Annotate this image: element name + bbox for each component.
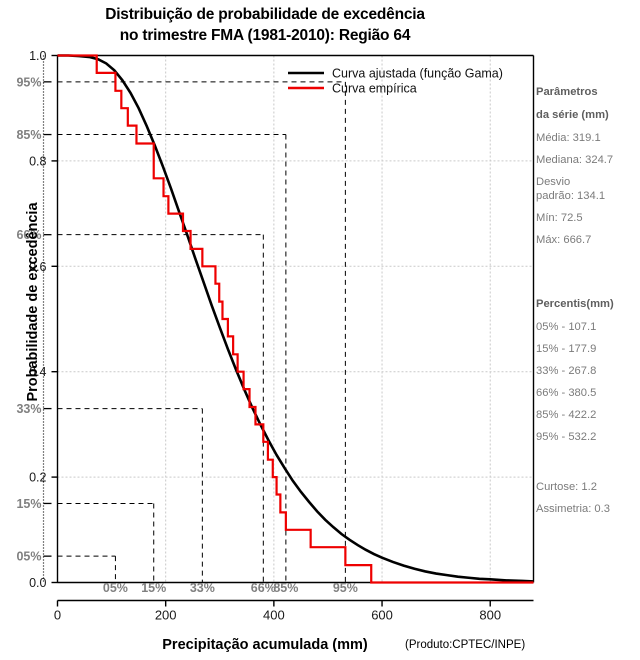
percentile-33: 33% - 267.8	[536, 365, 597, 377]
x-axis-title: Precipitação acumulada (mm)	[162, 637, 368, 653]
stat-assimetria: Assimetria: 0.3	[536, 503, 610, 515]
percentile-85: 85% - 422.2	[536, 409, 597, 421]
y-tick-label: 1.0	[29, 49, 46, 63]
y-tick-label: 0.6	[29, 260, 46, 274]
fitted-gamma-curve	[57, 54, 534, 583]
x-tick-label: 800	[479, 608, 501, 623]
y-percentile-label-66: 66%	[16, 228, 41, 242]
x-tick-label: 0	[54, 608, 61, 623]
side-panel: Parâmetros da série (mm) Média: 319.1 Me…	[536, 86, 640, 525]
x-percentile-label-33: 33%	[190, 581, 215, 595]
params-heading-line2: da série (mm)	[536, 109, 609, 121]
stat-media: Média: 319.1	[536, 132, 601, 144]
panel-spacer	[536, 256, 640, 298]
params-heading-line1: Parâmetros	[536, 86, 598, 98]
stat-desvio-line1: Desvio	[536, 176, 571, 188]
x-percentile-label-95: 95%	[333, 581, 358, 595]
percentile-66: 66% - 380.5	[536, 387, 597, 399]
x-tick-label: 200	[155, 608, 177, 623]
x-percentile-label-66: 66%	[251, 581, 276, 595]
y-tick-label: 0.8	[29, 154, 46, 168]
title-line-2: no trimestre FMA (1981-2010): Região 64	[119, 27, 411, 44]
percentile-95: 95% - 532.2	[536, 431, 597, 443]
credit-label: (Produto:CPTEC/INPE)	[405, 639, 526, 651]
y-percentile-label-05: 05%	[16, 550, 41, 564]
x-percentile-label-05: 05%	[103, 581, 128, 595]
x-tick-label: 400	[263, 608, 285, 623]
x-tick-label: 600	[371, 608, 393, 623]
y-tick-label: 0.0	[29, 576, 46, 590]
legend-label-fitted: Curva ajustada (função Gama)	[332, 67, 503, 81]
stat-min: Mín: 72.5	[536, 212, 583, 224]
y-axis-title: Probabilidade de excedência	[25, 202, 41, 402]
percentis-heading: Percentis(mm)	[536, 298, 614, 310]
title-line-1: Distribuição de probabilidade de excedên…	[105, 6, 425, 23]
stat-mediana: Mediana: 324.7	[536, 154, 614, 166]
page-title: Distribuição de probabilidade de excedên…	[0, 4, 530, 46]
y-percentile-label-95: 95%	[16, 75, 41, 89]
x-percentile-label-85: 85%	[273, 581, 298, 595]
y-percentile-label-85: 85%	[16, 128, 41, 142]
stat-max: Máx: 666.7	[536, 234, 592, 246]
x-percentile-label-15: 15%	[141, 581, 166, 595]
stat-curtose: Curtose: 1.2	[536, 481, 597, 493]
y-percentile-label-15: 15%	[16, 497, 41, 511]
legend-label-empirical: Curva empírica	[332, 82, 417, 96]
y-tick-label: 0.4	[29, 365, 46, 379]
stat-desvio-line2: padrão: 134.1	[536, 190, 606, 202]
empirical-curve	[57, 54, 534, 584]
y-tick-label: 0.2	[29, 471, 46, 485]
y-percentile-label-33: 33%	[16, 402, 41, 416]
percentile-05: 05% - 107.1	[536, 321, 597, 333]
percentile-15: 15% - 177.9	[536, 343, 597, 355]
panel-spacer-2	[536, 453, 640, 481]
